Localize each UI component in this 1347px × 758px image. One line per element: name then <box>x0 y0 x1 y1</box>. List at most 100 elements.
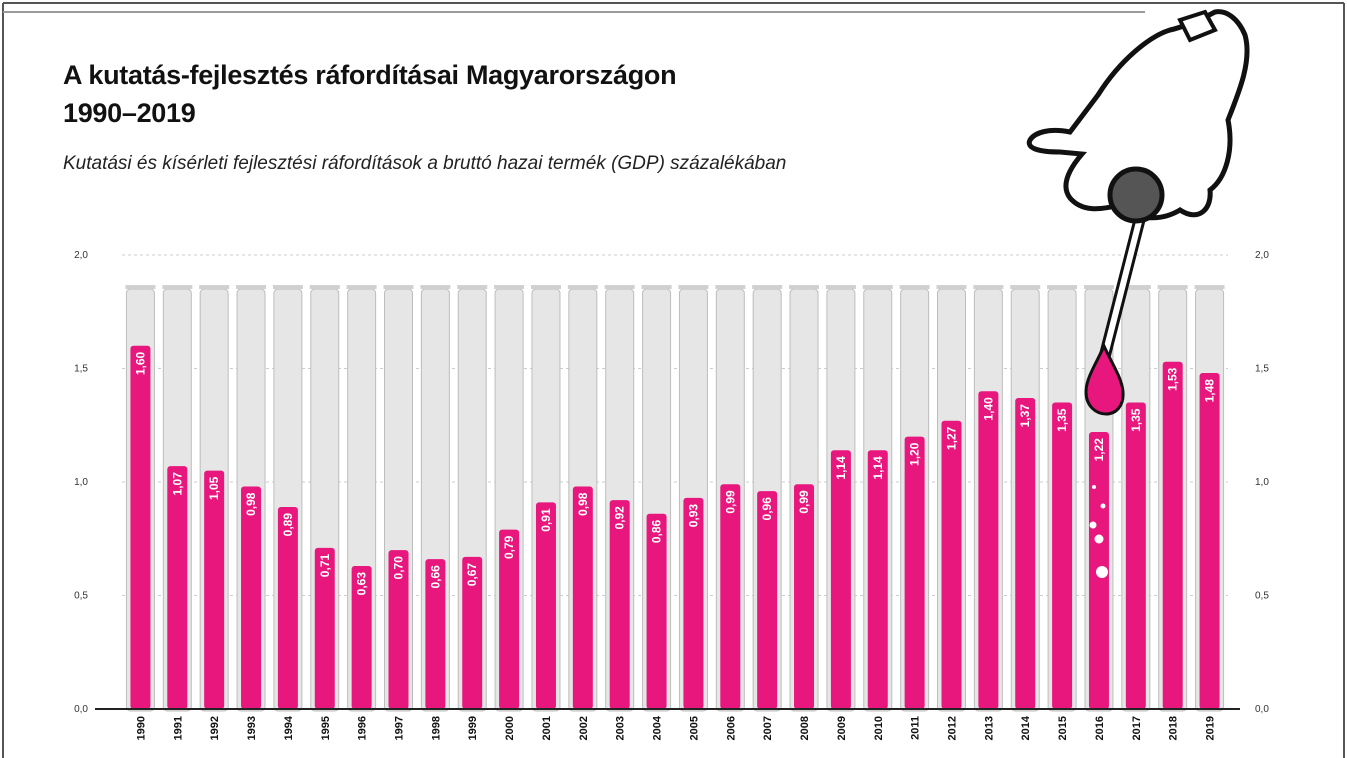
bar <box>241 486 262 709</box>
test-tube-rim <box>567 285 598 290</box>
test-tube-rim <box>604 285 635 290</box>
x-tick-label: 2013 <box>983 716 995 740</box>
x-tick-label: 2004 <box>652 715 664 740</box>
x-tick-label: 1997 <box>394 716 406 740</box>
bar-value-label: 1,14 <box>834 456 848 480</box>
x-tick-label: 2016 <box>1094 716 1106 740</box>
x-tick-label: 2015 <box>1057 716 1069 740</box>
bar <box>499 529 520 709</box>
bar-value-label: 1,20 <box>908 442 922 466</box>
bar <box>1015 398 1036 709</box>
x-tick-label: 2018 <box>1168 716 1180 740</box>
bar <box>351 565 372 709</box>
splash-dot <box>1092 485 1096 489</box>
test-tube-rim <box>420 285 451 290</box>
chart-title-line1: A kutatás-fejlesztés ráfordításai Magyar… <box>63 60 677 90</box>
test-tube-rim <box>752 285 783 290</box>
bar <box>978 391 999 709</box>
test-tube-rim <box>825 285 856 290</box>
x-tick-label: 2011 <box>910 716 922 740</box>
bar <box>609 500 630 709</box>
x-tick-label: 2014 <box>1020 715 1032 740</box>
bar-value-label: 0,70 <box>392 556 406 580</box>
y-tick-label-right: 1,0 <box>1255 477 1269 488</box>
x-tick-label: 1999 <box>467 716 479 740</box>
test-tube-rim <box>678 285 709 290</box>
y-tick-label-left: 0,0 <box>74 704 88 715</box>
test-tube-rim <box>641 285 672 290</box>
bar <box>1162 361 1183 709</box>
x-tick-label: 2017 <box>1131 716 1143 740</box>
test-tube-rim <box>346 285 377 290</box>
bar-value-label: 0,93 <box>686 504 700 528</box>
x-tick-label: 1998 <box>430 716 442 740</box>
bar-value-label: 1,48 <box>1203 379 1217 403</box>
bar-value-label: 1,27 <box>945 426 959 450</box>
y-tick-label-right: 0,0 <box>1255 704 1269 715</box>
bar-value-label: 0,86 <box>650 519 664 543</box>
bar-value-label: 0,98 <box>576 492 590 516</box>
splash-dot <box>1094 534 1104 544</box>
droplet <box>1084 342 1125 416</box>
splash-dot <box>1100 503 1106 509</box>
bar <box>1052 402 1073 709</box>
bar-value-label: 1,37 <box>1018 404 1032 428</box>
x-tick-label: 1990 <box>135 716 147 740</box>
x-tick-label: 2000 <box>504 716 516 740</box>
test-tube-rim <box>309 285 340 290</box>
bar-value-label: 1,53 <box>1166 367 1180 391</box>
bar <box>794 484 815 709</box>
bar-value-label: 0,99 <box>723 490 737 514</box>
test-tube-rim <box>383 285 414 290</box>
y-tick-label-right: 1,5 <box>1255 364 1269 375</box>
bar <box>388 550 409 709</box>
bar <box>1125 402 1146 709</box>
bar-layer <box>130 345 1220 709</box>
test-tube-rim <box>973 285 1004 290</box>
bar-value-label: 1,05 <box>207 476 221 500</box>
test-tube-rim <box>936 285 967 290</box>
bar <box>314 547 335 709</box>
x-tick-label: 2009 <box>836 716 848 740</box>
bar-value-label: 1,60 <box>133 351 147 375</box>
bar <box>646 513 667 709</box>
x-tick-label: 1996 <box>357 716 369 740</box>
test-tube-rim <box>1047 285 1078 290</box>
x-tick-label: 2006 <box>725 716 737 740</box>
bar-value-label: 0,92 <box>613 506 627 530</box>
x-tick-label: 1994 <box>283 715 295 740</box>
bar-value-label: 0,66 <box>428 565 442 589</box>
bar-value-label: 1,07 <box>170 472 184 496</box>
bar-value-label: 0,79 <box>502 535 516 559</box>
x-tick-label: 2012 <box>947 716 959 740</box>
x-tick-label: 2002 <box>578 716 590 740</box>
pipette-tube-inner <box>1102 207 1145 358</box>
bar-value-label: 0,98 <box>244 492 258 516</box>
x-tick-label: 2019 <box>1205 716 1217 740</box>
bar-value-label: 0,63 <box>355 572 369 596</box>
x-tick-label: 2003 <box>615 716 627 740</box>
bar <box>130 345 151 709</box>
x-tick-label: 1993 <box>246 716 258 740</box>
bar <box>425 559 446 709</box>
bar <box>683 497 704 709</box>
test-tube-rim <box>1120 285 1151 290</box>
test-tube-rim <box>1157 285 1188 290</box>
bar <box>904 436 925 709</box>
bar <box>535 502 556 709</box>
bar <box>277 506 298 709</box>
test-tube-rim <box>899 285 930 290</box>
test-tube-rim <box>789 285 820 290</box>
bar-value-label: 0,67 <box>465 563 479 587</box>
test-tube-rim <box>862 285 893 290</box>
y-tick-label-left: 1,0 <box>74 477 88 488</box>
splash-dot <box>1096 566 1108 578</box>
x-tick-label: 1992 <box>209 716 221 740</box>
test-tube-rim <box>272 285 303 290</box>
test-tube-rim <box>199 285 230 290</box>
chart-title: A kutatás-fejlesztés ráfordításai Magyar… <box>63 56 677 132</box>
test-tube-rim <box>162 285 193 290</box>
test-tube-rim <box>457 285 488 290</box>
bar-value-label: 1,22 <box>1092 438 1106 462</box>
